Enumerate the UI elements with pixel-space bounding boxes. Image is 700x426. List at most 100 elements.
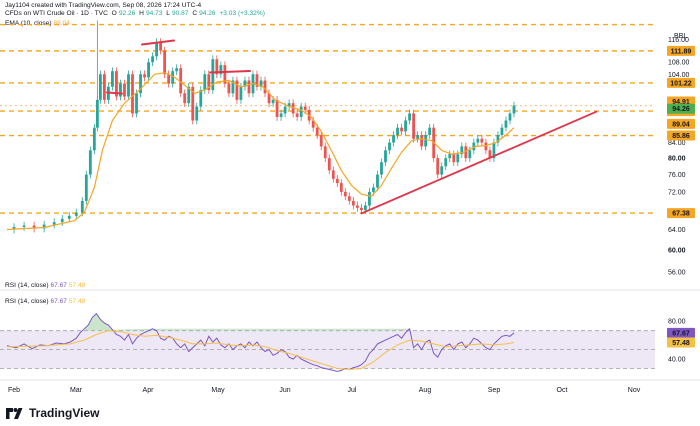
rsi-legend-2-value: 67.67 <box>50 298 67 305</box>
candle-body <box>323 146 327 159</box>
x-axis-month: Mar <box>70 387 83 394</box>
level-badge-label-3: 85.86 <box>672 133 690 140</box>
candle-body <box>211 59 215 91</box>
rsi-band <box>0 330 655 369</box>
candle-body <box>195 106 199 121</box>
candle-body <box>355 205 359 208</box>
candle-body <box>127 74 130 97</box>
x-axis-month: Sep <box>488 387 501 394</box>
price-axis-tick: 108.00 <box>668 60 690 67</box>
ema-legend-value: 88.04 <box>53 20 70 27</box>
candle-body <box>372 187 375 192</box>
candle-body <box>183 93 187 104</box>
candle-body <box>67 215 71 219</box>
price-badge-label-last: 94.26 <box>672 106 690 113</box>
candle-body <box>331 170 335 179</box>
candle-body <box>396 127 399 136</box>
candle-body <box>420 135 424 147</box>
candle-body <box>243 80 247 87</box>
support-trendline <box>360 110 598 215</box>
resistance-marker-2 <box>209 70 251 74</box>
candle-body <box>283 106 287 114</box>
level-badge-3 <box>667 130 695 141</box>
candle-body <box>484 142 488 151</box>
candle-body <box>311 120 315 128</box>
candle-body <box>496 135 500 143</box>
candle-body <box>504 120 508 128</box>
candle-body <box>111 71 114 87</box>
candle-body <box>339 183 343 192</box>
candle-body <box>151 56 154 63</box>
candle-body <box>488 150 492 159</box>
candle-body <box>424 135 428 147</box>
x-axis-month: May <box>211 387 225 394</box>
candle-body <box>235 80 239 100</box>
candle-body <box>448 154 452 159</box>
level-badge-0 <box>667 45 695 56</box>
candle-body <box>500 127 504 136</box>
candle-body <box>295 113 299 117</box>
price-badge-ema <box>667 118 695 129</box>
candle-body <box>207 74 211 91</box>
candle-body <box>319 135 323 147</box>
level-badge-label-0: 111.89 <box>671 48 692 55</box>
candle-body <box>460 146 464 155</box>
tradingview-logo: TradingView <box>6 406 99 420</box>
candle-body <box>139 74 142 94</box>
ema-legend[interactable]: EMA (10, close) 88.04 <box>5 20 70 27</box>
candle-body <box>472 142 476 151</box>
rsi-legend-2-ma: 57.48 <box>68 298 86 305</box>
candle-body <box>376 174 379 188</box>
candle-body <box>95 99 99 128</box>
candle-body <box>464 146 468 159</box>
candle-body <box>92 127 96 151</box>
close-label: C <box>192 10 198 17</box>
candle-body <box>456 154 460 163</box>
resistance-marker-0 <box>106 91 123 95</box>
candle-body <box>299 106 303 117</box>
candle-body <box>303 106 307 111</box>
candle-body <box>175 68 179 72</box>
candle-body <box>131 74 134 114</box>
rsi-legend-1-value: 67.67 <box>50 282 67 289</box>
candle-body <box>404 120 407 132</box>
x-axis-month: Jun <box>279 387 290 394</box>
candle-body <box>84 174 88 201</box>
candle-body <box>191 86 195 121</box>
candle-body <box>42 224 46 229</box>
rsi-ma-badge-label: 57.48 <box>672 340 690 347</box>
candle-body <box>74 212 78 216</box>
price-axis-tick: 116.00 <box>668 37 689 44</box>
rsi-legend-1[interactable]: RSI (14, close) 67.67 57.48 <box>5 282 85 289</box>
candle-body <box>187 86 191 104</box>
candle-body <box>388 142 391 151</box>
candle-body <box>80 200 84 213</box>
high-label: H <box>139 10 144 17</box>
candle-body <box>115 71 118 97</box>
candle-body <box>492 142 496 159</box>
created-by-text: Jay1104 created with TradingView.com, Se… <box>5 2 202 9</box>
rsi-axis-tick: 80.00 <box>668 319 686 326</box>
candle-body <box>476 138 480 143</box>
rsi-legend-1-label: RSI (14, close) <box>5 282 49 289</box>
open-value: 92.26 <box>118 10 136 17</box>
candle-body <box>163 50 167 75</box>
rsi-ma-badge <box>667 337 695 348</box>
candle-body <box>315 127 319 136</box>
price-axis-tick: 76.00 <box>668 172 686 179</box>
low-value: 90.87 <box>171 10 189 17</box>
rsi-legend-2[interactable]: RSI (14, close) 67.67 57.48 <box>5 298 85 305</box>
candle-body <box>159 42 163 51</box>
candle-body <box>155 42 158 57</box>
candle-body <box>327 158 331 171</box>
candle-body <box>368 191 371 206</box>
price-badge-last <box>667 103 695 114</box>
x-axis-month: Feb <box>8 387 20 394</box>
candle-body <box>179 68 183 94</box>
candle-body <box>227 83 231 94</box>
candle-body <box>22 225 26 228</box>
candle-body <box>335 178 339 184</box>
candle-body <box>147 62 150 78</box>
